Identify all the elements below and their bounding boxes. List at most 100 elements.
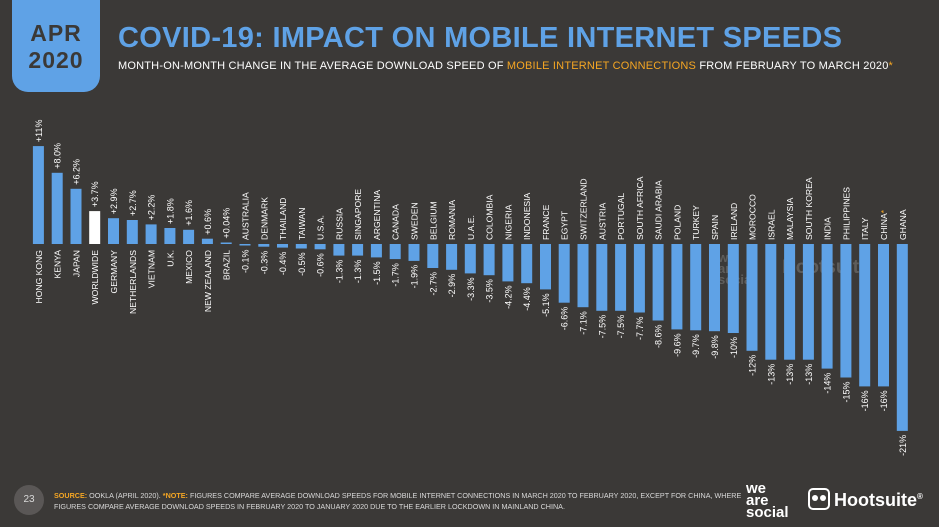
value-label: +2.9% [109, 188, 119, 214]
value-label: -7.5% [597, 315, 607, 339]
category-label: MEXICO [184, 250, 194, 284]
bar-denmark [258, 244, 270, 247]
value-label: +0.04% [222, 208, 232, 239]
value-label: +3.7% [90, 181, 100, 207]
bar-italy [859, 244, 871, 387]
category-label: SWITZERLAND [579, 178, 589, 240]
bar-romania [446, 244, 458, 270]
bar-spain [709, 244, 720, 332]
value-label: -0.6% [316, 253, 326, 277]
category-label: SOUTH KOREA [804, 177, 814, 240]
category-label: TAIWAN [297, 208, 307, 240]
category-label: THAILAND [278, 198, 288, 241]
value-label: -0.3% [259, 251, 269, 275]
category-label: CHINA* [879, 209, 889, 240]
category-label: SOUTH AFRICA [635, 176, 645, 240]
bar-brazil [220, 242, 232, 244]
date-month: APR [30, 20, 82, 46]
bar-mexico [183, 229, 195, 244]
value-label: -14% [823, 373, 833, 394]
value-label: -10% [729, 337, 739, 358]
category-label: INDONESIA [522, 192, 532, 240]
value-label: -9.7% [691, 334, 701, 358]
value-label: -7.1% [579, 311, 589, 335]
bar-worldwide [89, 211, 101, 244]
bar-hong-kong [32, 146, 44, 244]
bar-colombia [483, 244, 495, 276]
bar-egypt [558, 244, 570, 303]
value-label: -6.6% [560, 307, 570, 331]
bar-canada [389, 244, 401, 260]
category-label: SWEDEN [410, 202, 420, 240]
value-label: +8.0% [53, 143, 63, 169]
category-label: RUSSIA [334, 208, 344, 240]
category-label: EGYPT [560, 210, 570, 240]
value-label: -16% [879, 390, 889, 411]
value-label: -1.5% [372, 261, 382, 285]
value-label: +6.2% [72, 159, 82, 185]
hootsuite-owl-icon [808, 488, 830, 510]
bar-morocco [746, 244, 758, 351]
category-label: PHILIPPINES [841, 187, 851, 240]
value-label: -5.1% [541, 293, 551, 317]
value-label: -0.5% [297, 252, 307, 276]
value-label: -9.8% [710, 335, 720, 359]
bar-taiwan [295, 244, 307, 249]
value-label: -1.9% [410, 265, 420, 289]
value-label: -13% [766, 364, 776, 385]
subtitle-star: * [888, 60, 894, 72]
value-label: -2.9% [447, 274, 457, 298]
note-key: *NOTE: [162, 491, 188, 500]
bar-thailand [277, 244, 288, 248]
bar-indonesia [521, 244, 533, 284]
category-label: TURKEY [691, 205, 701, 240]
subtitle-highlight: MOBILE INTERNET CONNECTIONS [506, 60, 697, 72]
value-label: -4.4% [522, 287, 532, 311]
page-number: 23 [14, 485, 44, 515]
bar-netherlands [126, 220, 138, 244]
value-label: -0.1% [241, 250, 251, 274]
category-label: U.S.A. [316, 215, 326, 240]
source-note: SOURCE: OOKLA (APRIL 2020). *NOTE: FIGUR… [54, 490, 744, 512]
category-label: AUSTRIA [597, 202, 607, 240]
bar-france [540, 244, 551, 290]
category-label: ROMANIA [447, 200, 457, 240]
page-subtitle: MONTH-ON-MONTH CHANGE IN THE AVERAGE DOW… [118, 60, 893, 72]
category-label: POLAND [672, 205, 682, 240]
category-label: BRAZIL [222, 250, 232, 280]
bar-south-korea [802, 244, 814, 360]
value-label: -1.7% [391, 263, 401, 287]
bar-austria [596, 244, 608, 311]
value-label: -21% [898, 435, 908, 456]
bar-philippines [840, 244, 852, 378]
value-label: -7.7% [635, 317, 645, 341]
value-label: -0.4% [278, 252, 288, 276]
date-year: 2020 [28, 47, 84, 73]
category-label: COLOMBIA [485, 194, 495, 240]
category-label: MOROCCO [748, 194, 758, 240]
value-label: -1.3% [353, 260, 363, 284]
value-label: +1.6% [184, 200, 194, 226]
bar-malaysia [784, 244, 796, 360]
category-label: U.A.E. [466, 215, 476, 240]
category-label: SAUDI ARABIA [654, 180, 664, 240]
date-badge: APR 2020 [12, 0, 100, 92]
subtitle-pre: MONTH-ON-MONTH CHANGE IN THE AVERAGE DOW… [118, 60, 507, 72]
bar-ireland [727, 244, 739, 333]
value-label: -16% [860, 390, 870, 411]
category-label: SINGAPORE [353, 189, 363, 240]
category-label: AUSTRALIA [241, 192, 251, 240]
category-label: PORTUGAL [616, 193, 626, 240]
bar-argentina [370, 244, 382, 258]
category-label: MALAYSIA [785, 197, 795, 240]
bar-russia [333, 244, 345, 256]
page-title: COVID-19: IMPACT ON MOBILE INTERNET SPEE… [118, 22, 843, 54]
value-label: +11% [34, 119, 44, 142]
category-label: JAPAN [72, 250, 82, 277]
bar-india [821, 244, 833, 369]
value-label: -8.6% [654, 325, 664, 349]
value-label: -1.3% [334, 260, 344, 284]
bar-new-zealand [201, 238, 213, 244]
value-label: -2.7% [428, 272, 438, 296]
category-label: DENMARK [259, 197, 269, 240]
